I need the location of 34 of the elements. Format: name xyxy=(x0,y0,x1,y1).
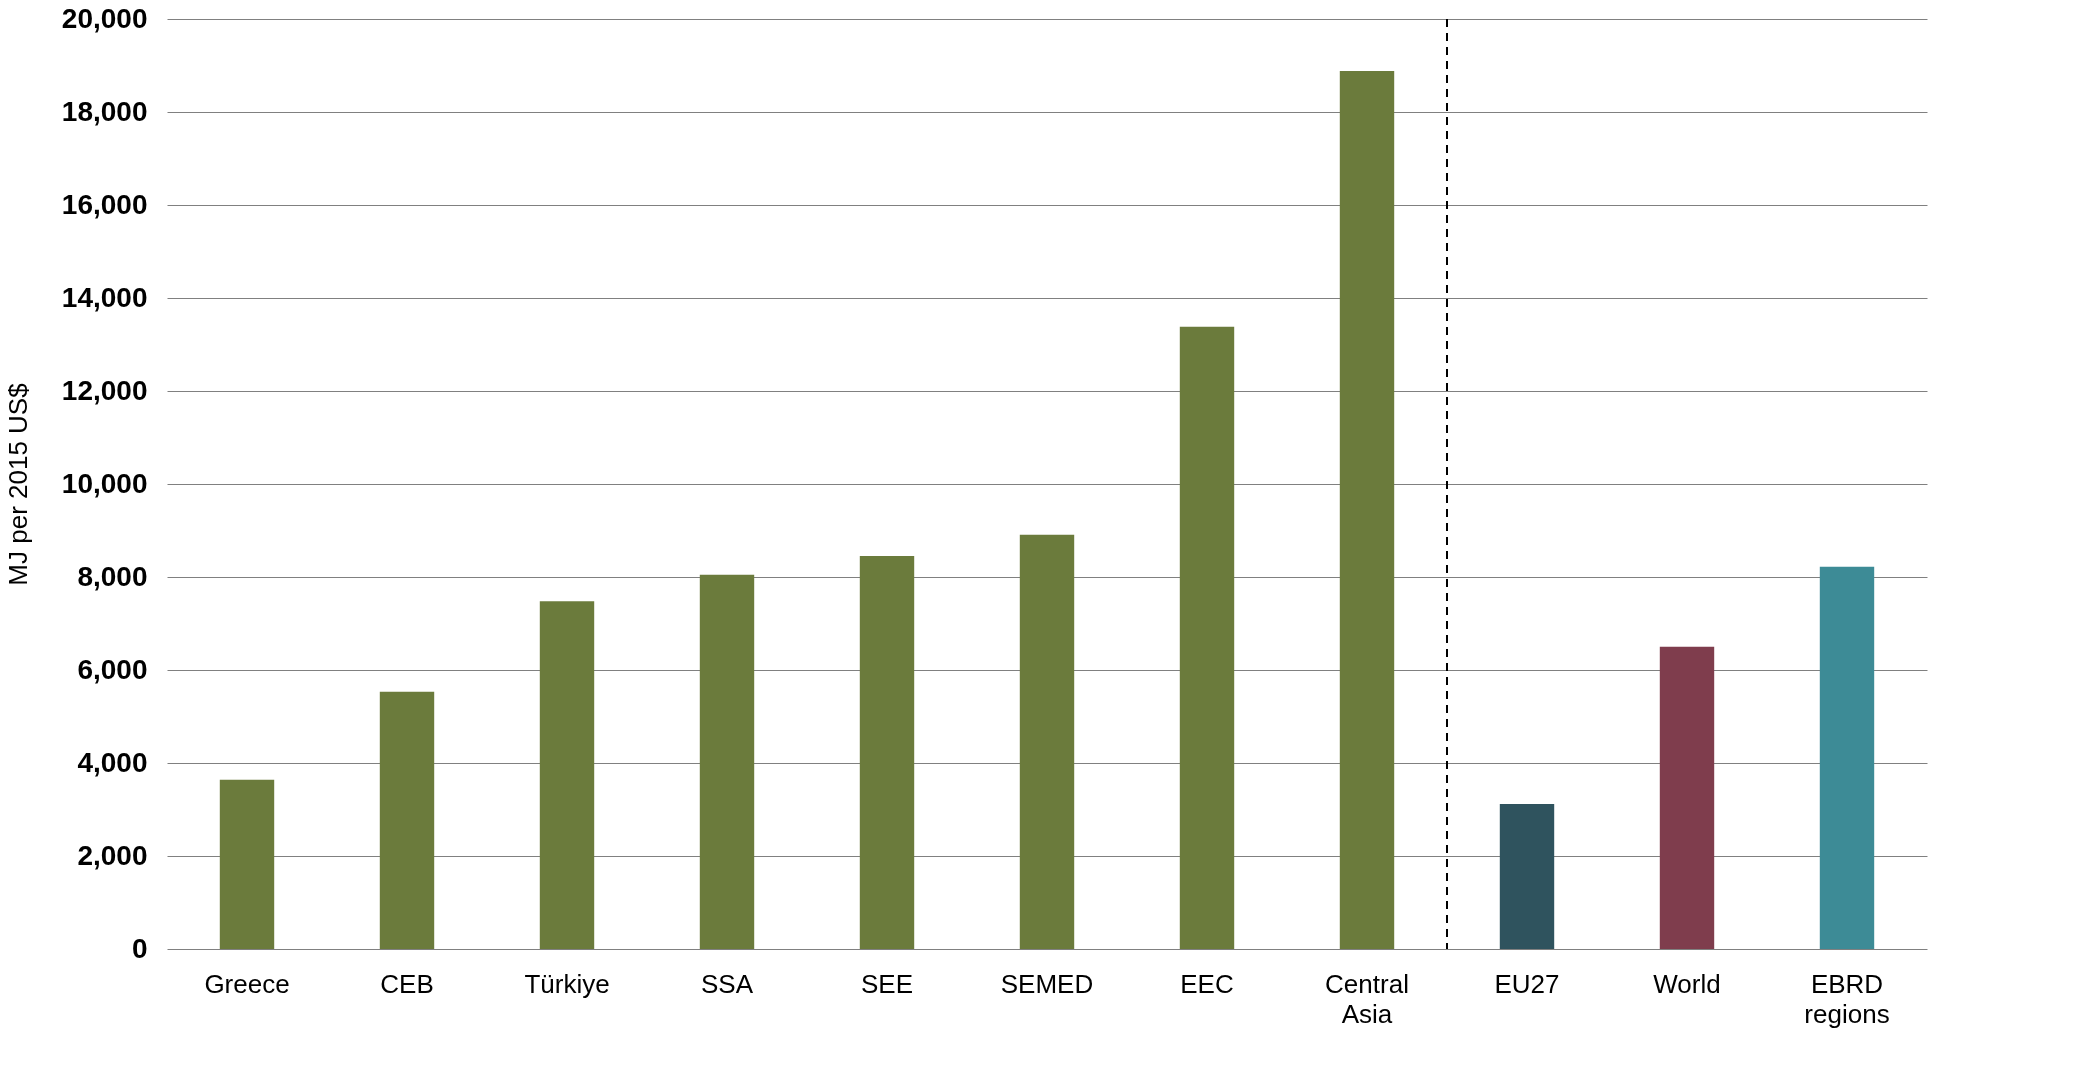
bar xyxy=(1499,803,1555,949)
y-tick-label: 4,000 xyxy=(77,746,148,778)
x-tick-label: Central Asia xyxy=(1325,968,1409,1029)
y-tick-label: 16,000 xyxy=(61,188,148,220)
bar xyxy=(1659,646,1715,949)
x-tick-label: World xyxy=(1653,968,1721,999)
x-tick-label: SEMED xyxy=(1000,968,1094,999)
x-tick-label: EEC xyxy=(1180,968,1234,999)
bar xyxy=(1179,326,1235,949)
bar xyxy=(219,779,275,949)
x-tick-label: CEB xyxy=(380,968,434,999)
bar xyxy=(1819,566,1875,949)
bar xyxy=(699,574,755,949)
y-tick-label: 8,000 xyxy=(77,560,148,592)
x-tick-label: SSA xyxy=(700,968,754,999)
y-tick-label: 12,000 xyxy=(61,374,148,406)
bar xyxy=(1019,534,1075,949)
bar xyxy=(859,556,915,949)
y-tick-label: 18,000 xyxy=(61,95,148,127)
x-tick-label: EU27 xyxy=(1494,968,1560,999)
y-tick-label: 10,000 xyxy=(61,467,148,499)
x-tick-label: SEE xyxy=(860,968,914,999)
bar xyxy=(1339,71,1395,949)
y-axis-title: MJ per 2015 US$ xyxy=(2,382,33,586)
y-tick-label: 14,000 xyxy=(61,281,148,313)
x-tick-label: Türkiye xyxy=(524,968,610,999)
y-tick-label: 6,000 xyxy=(77,653,148,685)
y-tick-label: 20,000 xyxy=(61,2,148,34)
x-tick-label: EBRD regions xyxy=(1804,968,1890,1029)
bar xyxy=(539,601,595,949)
y-tick-label: 2,000 xyxy=(77,839,148,871)
bar xyxy=(379,691,435,949)
y-tick-label: 0 xyxy=(131,932,148,964)
x-tick-label: Greece xyxy=(204,968,290,999)
